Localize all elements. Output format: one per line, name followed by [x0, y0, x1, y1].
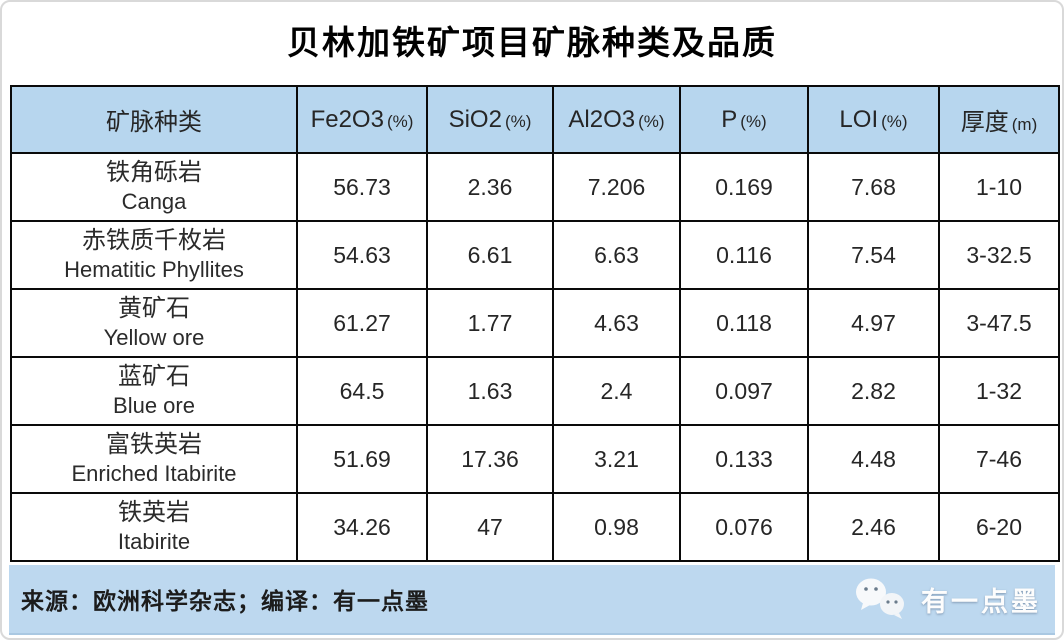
header-cell-loi: LOI (%): [807, 85, 940, 154]
ore-name-cell: 铁角砾岩 Canga: [10, 152, 298, 222]
publisher-name: 有一点墨: [921, 586, 1041, 617]
value-cell: 3-32.5: [938, 220, 1060, 290]
value-cell: 47: [426, 492, 554, 562]
header-label: Fe2O3: [310, 105, 384, 133]
table-header-row: 矿脉种类 Fe2O3 (%) SiO2 (%) Al2O3 (%) P (%) LOI(…: [10, 85, 1060, 154]
value-cell: 51.69: [296, 424, 428, 494]
ore-name-cn: 铁英岩: [118, 499, 190, 526]
header-cell-thickness: 厚度 (m): [938, 85, 1060, 154]
value-cell: 0.169: [679, 152, 809, 222]
publisher-logo: 有一点墨: [851, 576, 1041, 622]
value-cell: 56.73: [296, 152, 428, 222]
ore-name-cn: 赤铁质千枚岩: [82, 227, 226, 254]
value-cell: 1.63: [426, 356, 554, 426]
value-cell: 54.63: [296, 220, 428, 290]
value-cell: 7-46: [938, 424, 1060, 494]
ore-name-cell: 黄矿石 Yellow ore: [10, 288, 298, 358]
value-cell: 2.4: [552, 356, 681, 426]
ore-name-cn: 铁角砾岩: [106, 159, 202, 186]
header-label: P: [721, 105, 738, 133]
ore-name-en: Enriched Itabirite: [71, 461, 237, 486]
value-cell: 1.77: [426, 288, 554, 358]
value-cell: 17.36: [426, 424, 554, 494]
value-cell: 61.27: [296, 288, 428, 358]
wechat-icon: [856, 578, 904, 619]
value-cell: 7.54: [807, 220, 940, 290]
table-row: 铁角砾岩 Canga 56.73 2.36 7.206 0.169 7.68 1…: [10, 152, 1060, 222]
header-unit: (%): [504, 111, 532, 131]
value-cell: 0.076: [679, 492, 809, 562]
header-label: Al2O3: [568, 105, 636, 133]
value-cell: 7.206: [552, 152, 681, 222]
value-cell: 7.68: [807, 152, 940, 222]
value-cell: 4.48: [807, 424, 940, 494]
value-cell: 34.26: [296, 492, 428, 562]
value-cell: 0.116: [679, 220, 809, 290]
ore-name-en: Canga: [121, 189, 187, 214]
ore-name-cell: 铁英岩 Itabirite: [10, 492, 298, 562]
table-row: 赤铁质千枚岩 Hematitic Phyllites 54.63 6.61 6.…: [10, 220, 1060, 290]
value-cell: 64.5: [296, 356, 428, 426]
value-cell: 3-47.5: [938, 288, 1060, 358]
header-unit: (%): [638, 111, 665, 131]
source-footer: 来源：欧洲科学杂志；编译：有一点墨 有一点墨: [9, 565, 1055, 635]
ore-name-en: Yellow ore: [103, 325, 205, 350]
value-cell: 0.133: [679, 424, 809, 494]
header-cell-fe2o3: Fe2O3 (%): [296, 85, 428, 154]
ore-name-cn: 蓝矿石: [118, 363, 190, 390]
header-unit: (%): [386, 111, 414, 131]
value-cell: 0.118: [679, 288, 809, 358]
table-row: 富铁英岩 Enriched Itabirite 51.69 17.36 3.21…: [10, 424, 1060, 494]
value-cell: 1-32: [938, 356, 1060, 426]
ore-name-cn: 富铁英岩: [106, 431, 202, 458]
value-cell: 2.46: [807, 492, 940, 562]
table-row: 铁英岩 Itabirite 34.26 47 0.98 0.076 2.46 6…: [10, 492, 1060, 562]
header-cell-ore-type: 矿脉种类: [10, 85, 298, 154]
table-row: 黄矿石 Yellow ore 61.27 1.77 4.63 0.118 4.9…: [10, 288, 1060, 358]
ore-name-en: Blue ore: [113, 393, 195, 418]
ore-quality-table: 矿脉种类 Fe2O3 (%) SiO2 (%) Al2O3 (%) P (%) LOI(…: [10, 85, 1060, 562]
table-row: 蓝矿石 Blue ore 64.5 1.63 2.4 0.097 2.82 1-…: [10, 356, 1060, 426]
header-unit: (m): [1011, 115, 1038, 134]
value-cell: 0.097: [679, 356, 809, 426]
ore-name-cn: 黄矿石: [118, 295, 190, 322]
value-cell: 2.82: [807, 356, 940, 426]
header-unit: (%): [881, 111, 908, 131]
value-cell: 1-10: [938, 152, 1060, 222]
header-label: 矿脉种类: [106, 109, 202, 136]
header-unit: (%): [740, 111, 767, 131]
ore-name-cell: 蓝矿石 Blue ore: [10, 356, 298, 426]
value-cell: 4.63: [552, 288, 681, 358]
header-cell-p: P (%): [679, 85, 809, 154]
page-title: 贝林加铁矿项目矿脉种类及品质: [287, 24, 777, 61]
value-cell: 6-20: [938, 492, 1060, 562]
value-cell: 2.36: [426, 152, 554, 222]
value-cell: 6.63: [552, 220, 681, 290]
header-cell-sio2: SiO2 (%): [426, 85, 554, 154]
value-cell: 6.61: [426, 220, 554, 290]
ore-name-cell: 富铁英岩 Enriched Itabirite: [10, 424, 298, 494]
ore-name-en: Hematitic Phyllites: [64, 257, 244, 282]
ore-name-cell: 赤铁质千枚岩 Hematitic Phyllites: [10, 220, 298, 290]
header-cell-al2o3: Al2O3 (%): [552, 85, 681, 154]
ore-name-en: Itabirite: [117, 529, 191, 554]
header-label: 厚度: [960, 109, 1009, 136]
source-text: 来源：欧洲科学杂志；编译：有一点墨: [21, 588, 429, 615]
value-cell: 4.97: [807, 288, 940, 358]
value-cell: 3.21: [552, 424, 681, 494]
value-cell: 0.98: [552, 492, 681, 562]
header-label: SiO2: [448, 105, 502, 133]
header-label: LOI: [839, 105, 879, 133]
